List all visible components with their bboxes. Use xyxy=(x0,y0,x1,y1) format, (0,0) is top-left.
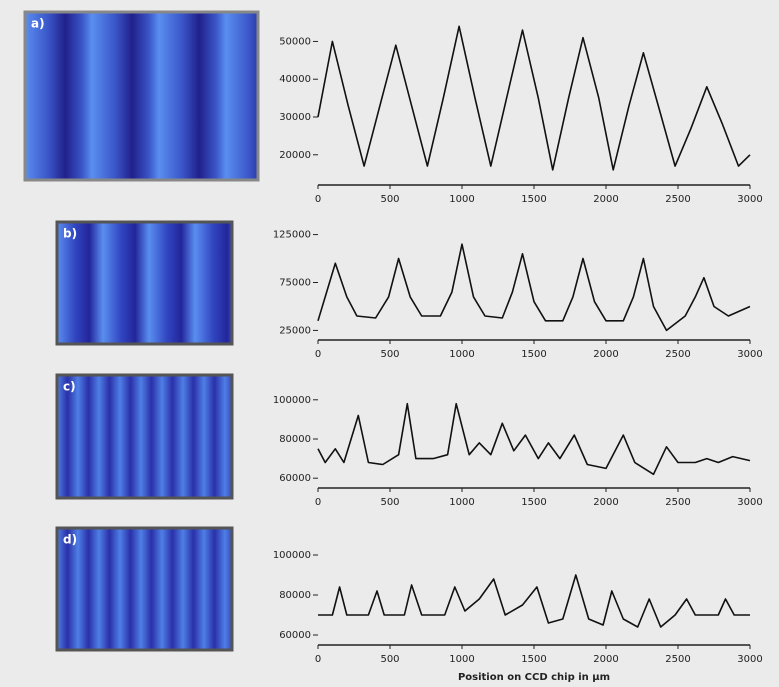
x-tick-label: 3000 xyxy=(737,349,762,360)
x-tick-label: 1500 xyxy=(521,349,546,360)
ccd-image xyxy=(55,220,234,346)
x-tick-label: 3000 xyxy=(737,194,762,205)
x-tick-label: 1000 xyxy=(449,497,474,508)
panel-label: d) xyxy=(63,533,77,547)
x-tick-label: 1500 xyxy=(521,654,546,665)
panel-label: a) xyxy=(31,17,45,31)
x-tick-label: 0 xyxy=(315,654,321,665)
ccd-image xyxy=(55,373,234,500)
x-tick-label: 0 xyxy=(315,349,321,360)
panel-label: b) xyxy=(63,227,77,241)
x-tick-label: 2000 xyxy=(593,349,618,360)
x-tick-label: 2500 xyxy=(665,194,690,205)
y-tick-label: 25000 xyxy=(279,325,311,336)
y-tick-label: 125000 xyxy=(273,230,311,241)
y-tick-label: 40000 xyxy=(279,74,311,85)
x-tick-label: 500 xyxy=(380,497,399,508)
x-tick-label: 500 xyxy=(380,349,399,360)
y-tick-label: 60000 xyxy=(279,630,311,641)
x-tick-label: 2500 xyxy=(665,349,690,360)
y-tick-label: 80000 xyxy=(279,590,311,601)
y-tick-label: 30000 xyxy=(279,112,311,123)
x-tick-label: 500 xyxy=(380,194,399,205)
ccd-image xyxy=(23,10,260,182)
y-tick-label: 60000 xyxy=(279,473,311,484)
y-tick-label: 100000 xyxy=(273,395,311,406)
x-tick-label: 2500 xyxy=(665,654,690,665)
x-tick-label: 1000 xyxy=(449,654,474,665)
x-tick-label: 2500 xyxy=(665,497,690,508)
intensity-line xyxy=(317,243,751,332)
x-tick-label: 2000 xyxy=(593,654,618,665)
x-tick-label: 2000 xyxy=(593,194,618,205)
intensity-line xyxy=(318,574,750,628)
x-tick-label: 3000 xyxy=(737,654,762,665)
y-tick-label: 100000 xyxy=(273,550,311,561)
x-axis-label: Position on CCD chip in µm xyxy=(458,672,610,683)
ccd-image xyxy=(55,526,234,652)
y-tick-label: 75000 xyxy=(279,278,311,289)
y-tick-label: 80000 xyxy=(279,434,311,445)
intensity-line xyxy=(317,25,751,171)
intensity-line xyxy=(317,402,751,476)
x-tick-label: 2000 xyxy=(593,497,618,508)
x-tick-label: 1500 xyxy=(521,194,546,205)
x-tick-label: 1500 xyxy=(521,497,546,508)
x-tick-label: 500 xyxy=(380,654,399,665)
x-tick-label: 0 xyxy=(315,194,321,205)
y-tick-label: 50000 xyxy=(279,36,311,47)
x-tick-label: 3000 xyxy=(737,497,762,508)
x-tick-label: 1000 xyxy=(449,349,474,360)
panel-label: c) xyxy=(63,380,76,394)
x-tick-label: 0 xyxy=(315,497,321,508)
x-tick-label: 1000 xyxy=(449,194,474,205)
y-tick-label: 20000 xyxy=(279,150,311,161)
